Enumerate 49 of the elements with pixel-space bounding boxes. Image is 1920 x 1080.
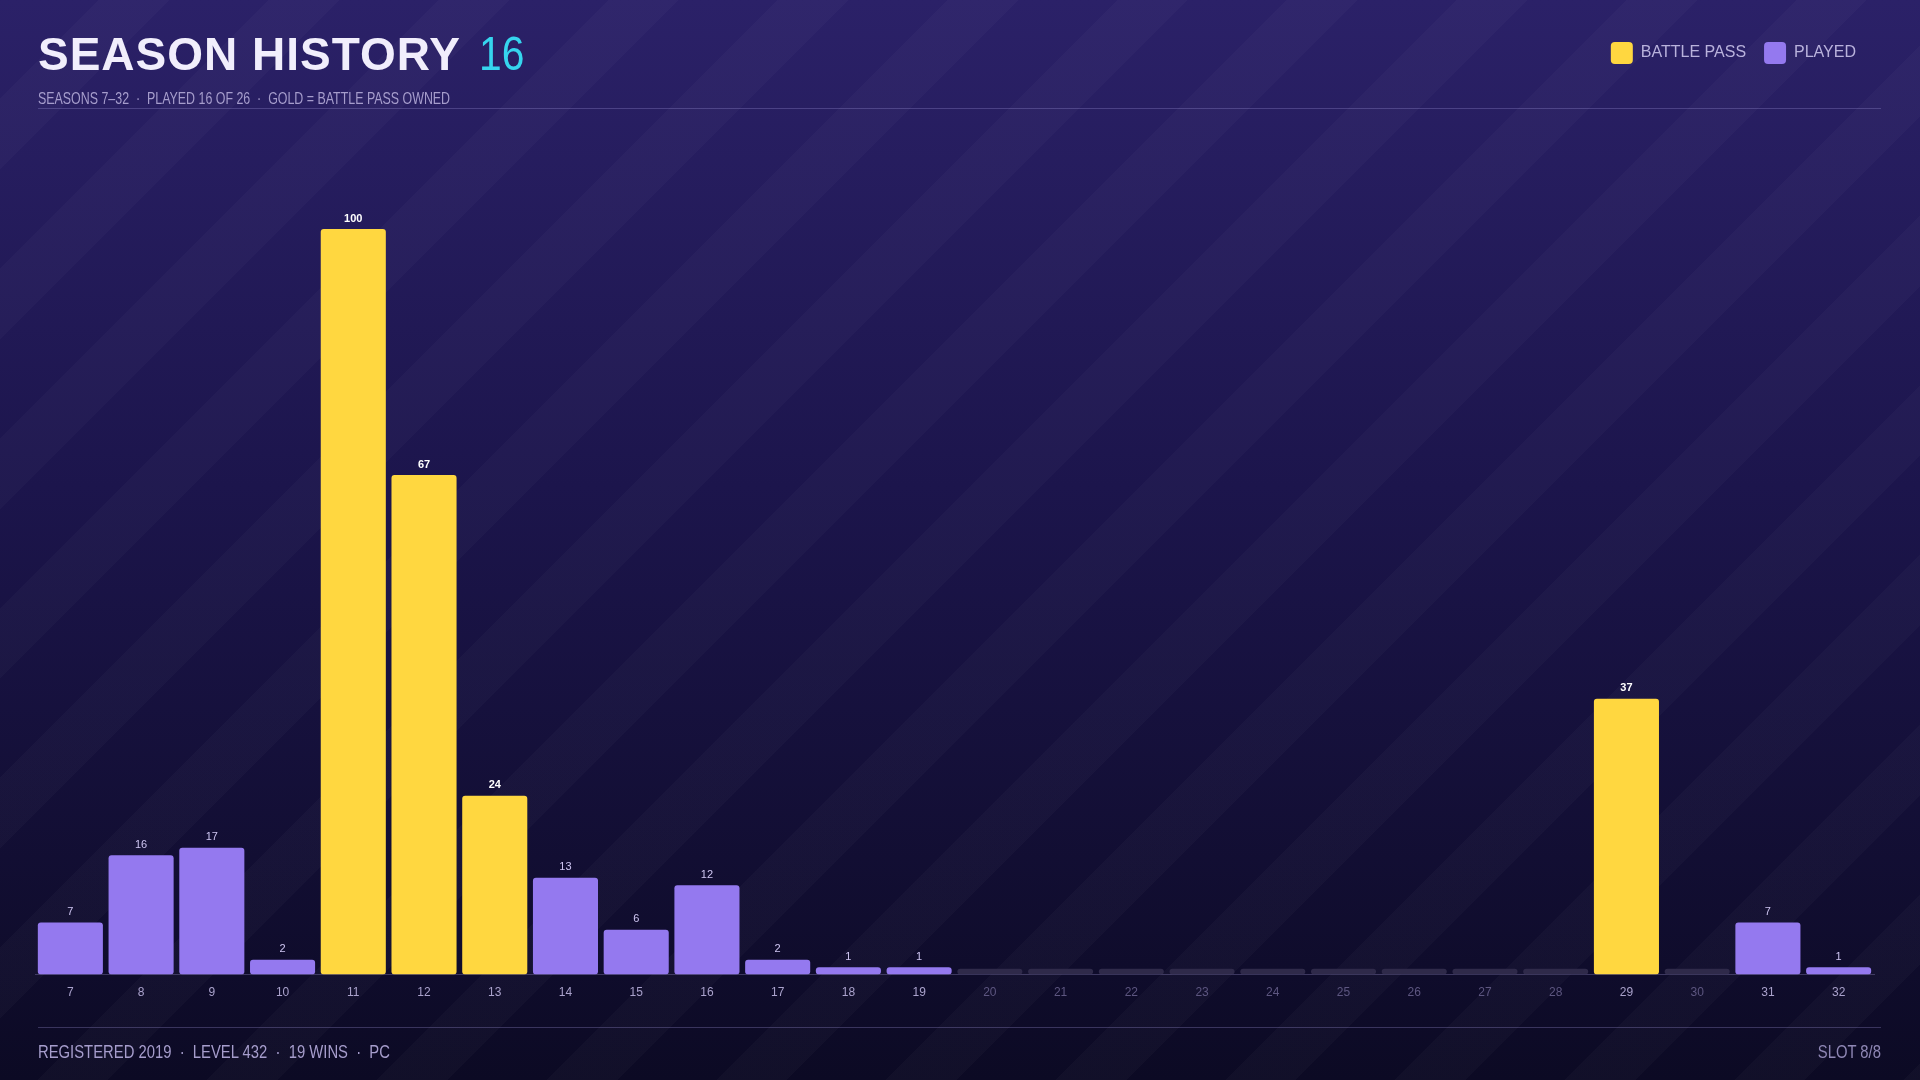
data-label: 16: [134, 837, 148, 850]
text: REGISTERED 2019 · LEVEL 432 · 19 WINS · PC: [38, 1041, 390, 1063]
x-tick-label: 23: [1195, 985, 1210, 1000]
data-label: 1: [916, 949, 923, 962]
data-label: 2: [279, 942, 286, 955]
x-tick-label: 17: [770, 985, 785, 1000]
data-label: 17: [205, 830, 218, 843]
x-tick-label: 21: [1053, 985, 1068, 1000]
x-tick-label: 13: [488, 985, 502, 1000]
data-label: 13: [559, 860, 572, 873]
x-tick-label: 14: [558, 985, 573, 1000]
data-label: 24: [488, 778, 502, 791]
x-tick-label: 15: [629, 985, 644, 1000]
x-tick-label: 10: [275, 985, 290, 1000]
x-tick-label: 8: [137, 985, 145, 1000]
data-label: 7: [67, 904, 74, 917]
data-label: 1: [1835, 949, 1842, 962]
x-tick-label: 11: [347, 985, 360, 1000]
text: SLOT 8/8: [1817, 1041, 1881, 1063]
data-label: 12: [700, 867, 714, 880]
x-tick-label: 27: [1478, 985, 1492, 1000]
x-tick-label: 12: [417, 985, 432, 1000]
x-tick-label: 9: [208, 985, 216, 1000]
legend-label: BATTLE PASS: [1640, 43, 1747, 61]
x-tick-label: 16: [700, 985, 714, 1000]
legend-label: PLAYED: [1794, 43, 1856, 61]
x-tick-label: 30: [1690, 985, 1705, 1000]
x-tick-label: 20: [983, 985, 997, 1000]
x-tick-label: 28: [1549, 985, 1563, 1000]
data-label: 100: [344, 211, 363, 224]
data-label: 2: [774, 942, 781, 955]
x-tick-label: 32: [1831, 985, 1846, 1000]
x-tick-label: 7: [67, 985, 75, 1000]
x-tick-label: 29: [1619, 985, 1634, 1000]
data-label: 67: [417, 457, 431, 470]
x-tick-label: 22: [1124, 985, 1139, 1000]
chart-subtitle: SEASONS 7–32 · PLAYED 16 OF 26 · GOLD = BATTLE PASS OWNED: [38, 89, 451, 109]
data-label: 1: [845, 949, 852, 962]
x-tick-label: 31: [1761, 985, 1775, 1000]
text: 16: [478, 26, 525, 81]
x-tick-label: 25: [1336, 985, 1351, 1000]
data-label: 37: [1620, 681, 1633, 694]
data-label: 6: [633, 912, 640, 925]
x-tick-label: 24: [1266, 985, 1280, 1000]
x-tick-label: 18: [841, 985, 856, 1000]
data-label: 7: [1764, 904, 1771, 917]
x-tick-label: 19: [912, 985, 927, 1000]
chart-title: SEASON HISTORY: [38, 27, 461, 81]
x-tick-label: 26: [1407, 985, 1422, 1000]
